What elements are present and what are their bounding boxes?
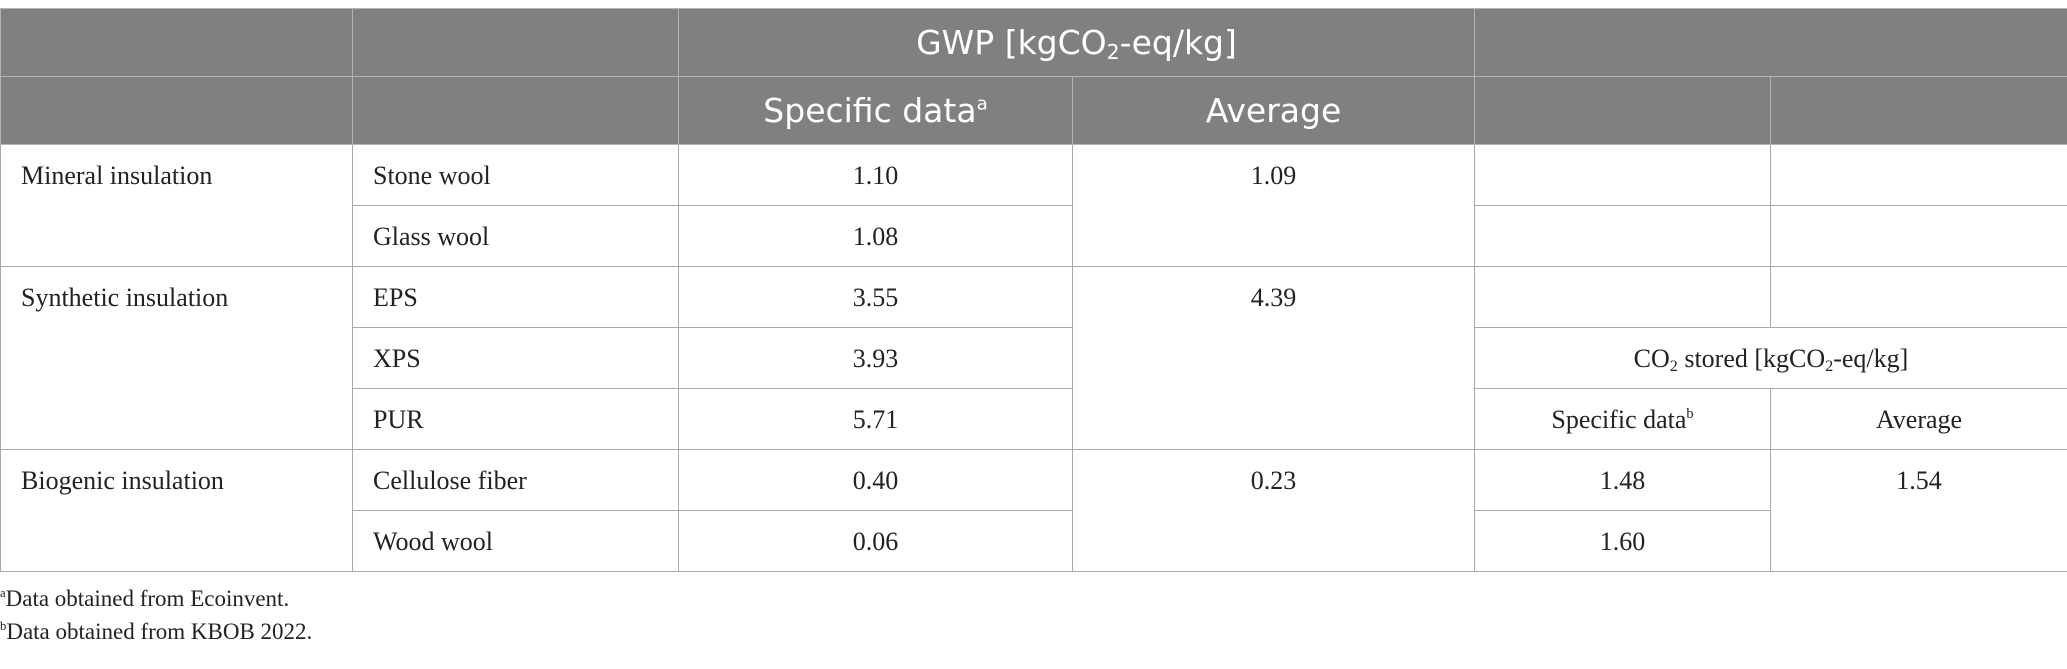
gwp-header: GWP [kgCO2-eq/kg] [678, 8, 1475, 77]
material-name: Cellulose fiber [352, 449, 679, 511]
footnotes: aData obtained from Ecoinvent. bData obt… [0, 586, 312, 652]
co2-average-value: 1.54 [1770, 449, 2067, 572]
empty-cell [1770, 144, 2067, 206]
specific-value: 0.06 [678, 510, 1073, 572]
header-empty-cell [0, 76, 353, 145]
header-empty-cell [1770, 76, 2067, 145]
header-empty-cell [0, 8, 353, 77]
table-row: Glass wool 1.08 [1, 205, 2067, 267]
material-name: Wood wool [352, 510, 679, 572]
average-value: 4.39 [1072, 266, 1475, 450]
material-name: Stone wool [352, 144, 679, 206]
empty-cell [1770, 266, 2067, 328]
table-row: Synthetic insulation EPS 3.55 4.39 [0, 266, 2067, 450]
footnote: bData obtained from KBOB 2022. [0, 619, 313, 644]
average-value: 1.09 [1072, 144, 1475, 267]
specific-value: 0.40 [678, 449, 1073, 511]
co2-stored-header: CO2 stored [kgCO2-eq/kg] [1474, 327, 2067, 389]
group-name: Biogenic insulation [0, 449, 353, 572]
table-container: GWP [kgCO2-eq/kg] Specific dataa Average… [0, 8, 2067, 572]
specific-value: 3.93 [678, 327, 1073, 389]
gwp-table: GWP [kgCO2-eq/kg] Specific dataa Average… [0, 8, 2067, 572]
co2-average-header: Average [1770, 388, 2067, 450]
header-empty-cell [1474, 8, 2067, 77]
material-name: PUR [352, 388, 679, 450]
co2-specific-value: 1.48 [1474, 449, 1771, 511]
header-row-2: Specific dataa Average [0, 76, 2067, 145]
header-empty-cell [1474, 76, 1771, 145]
specific-data-header: Specific dataa [678, 76, 1073, 145]
material-name: XPS [352, 327, 679, 389]
table-row: Biogenic insulation Cellulose fiber 0.40… [0, 449, 2067, 572]
header-row-1: GWP [kgCO2-eq/kg] [0, 8, 2067, 77]
specific-value: 5.71 [678, 388, 1073, 450]
average-header: Average [1072, 76, 1475, 145]
material-name: EPS [352, 266, 679, 328]
empty-cell [1474, 144, 1771, 206]
header-empty-cell [352, 8, 679, 77]
average-value: 0.23 [1072, 449, 1475, 572]
footnote: aData obtained from Ecoinvent. [0, 586, 290, 611]
specific-value: 1.10 [678, 144, 1073, 206]
group-name: Mineral insulation [0, 144, 353, 267]
co2-specific-data-header: Specific datab [1474, 388, 1771, 450]
empty-cell [1474, 266, 1771, 328]
header-empty-cell [352, 76, 679, 145]
material-name: Glass wool [352, 205, 679, 267]
specific-value: 1.08 [678, 205, 1073, 267]
group-name: Synthetic insulation [0, 266, 353, 450]
table-row: Wood wool 0.06 1.60 [1, 510, 2067, 572]
co2-specific-value: 1.60 [1474, 510, 1771, 572]
empty-cell [1474, 205, 1771, 267]
table-row: Mineral insulation Stone wool 1.10 1.09 [0, 144, 2067, 267]
specific-value: 3.55 [678, 266, 1073, 328]
empty-cell [1770, 205, 2067, 267]
